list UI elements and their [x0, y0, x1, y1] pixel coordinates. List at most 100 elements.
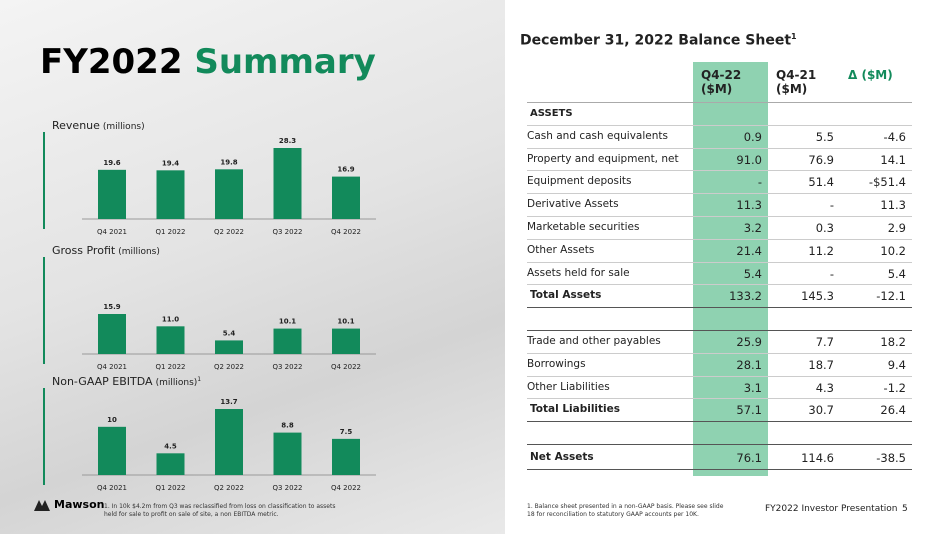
row-line: [527, 261, 912, 263]
bar: [156, 170, 185, 219]
data-label: 8.8: [281, 422, 294, 430]
cell-value: -$51.4: [868, 175, 906, 190]
footnote-left: 1. In 10k $4.2m from Q3 was reclassified…: [104, 503, 336, 518]
bar: [273, 148, 302, 219]
row-line: [527, 468, 912, 470]
data-label: 15.9: [103, 303, 120, 311]
cell-value: 11.3: [880, 198, 906, 213]
cell-value: 5.4: [887, 266, 906, 281]
data-label: 4.5: [164, 442, 177, 450]
cell-value: 76.1: [736, 451, 762, 465]
logo-icon: [34, 500, 50, 511]
row-label: Equipment deposits: [527, 175, 632, 188]
row-line: [527, 124, 912, 126]
row-line: [527, 216, 912, 217]
bar: [215, 409, 243, 475]
header-line: [527, 102, 912, 103]
data-label: 11.0: [162, 315, 179, 323]
bar: [156, 326, 185, 354]
chart-title: Non-GAAP EBITDA (millions)1: [52, 375, 201, 388]
title-text: Non-GAAP EBITDA: [52, 375, 153, 388]
cell-value: 0.3: [815, 221, 834, 235]
title-text: Gross Profit: [52, 244, 116, 257]
bar: [273, 328, 302, 354]
row-line: [527, 307, 912, 309]
x-tick-label: Q2 2022: [214, 484, 244, 492]
data-label: 19.6: [103, 159, 120, 167]
data-label: 10.1: [279, 318, 296, 326]
cell-value: 10.2: [880, 243, 906, 258]
unit-text: (millions): [118, 247, 160, 257]
column-header: Δ ($M): [848, 68, 893, 82]
section-heading: ASSETS: [530, 108, 573, 119]
x-tick-label: Q3 2022: [272, 363, 302, 371]
column-header: Q4-21 ($M): [776, 68, 817, 96]
row-line: [527, 284, 912, 286]
cell-value: 26.4: [880, 403, 906, 418]
cell-value: 2.9: [887, 221, 906, 235]
cell-value: 18.2: [880, 335, 906, 349]
cell-value: 0.9: [743, 129, 762, 144]
row-line: [527, 352, 912, 354]
cell-value: 133.2: [729, 289, 762, 304]
row-line: [527, 398, 912, 400]
cell-value: 30.7: [808, 403, 834, 418]
data-label: 7.5: [340, 428, 353, 436]
cell-value: -: [829, 198, 834, 213]
row-line: [527, 147, 912, 149]
data-label: 10.1: [337, 318, 354, 326]
row-line: [527, 170, 912, 172]
row-label: Borrowings: [527, 357, 586, 370]
title-text: Revenue: [52, 119, 100, 132]
cell-value: 57.1: [736, 403, 762, 418]
bar: [98, 169, 126, 219]
x-tick-label: Q4 2021: [97, 363, 127, 371]
data-label: 19.8: [220, 158, 237, 166]
x-tick-label: Q3 2022: [272, 228, 302, 236]
row-label: Derivative Assets: [527, 198, 619, 211]
data-label: 10: [107, 416, 117, 424]
cell-value: 25.9: [736, 335, 762, 349]
cell-value: 3.1: [743, 380, 762, 395]
cell-value: 11.3: [736, 198, 762, 213]
bar: [215, 169, 243, 219]
cell-value: 5.4: [743, 266, 762, 281]
bar: [98, 426, 126, 475]
cell-value: 18.7: [808, 357, 834, 372]
unit-text: (millions): [103, 122, 145, 132]
bar: [273, 432, 302, 475]
row-line: [527, 330, 912, 331]
row-line: [527, 444, 912, 445]
row-label: Total Assets: [530, 289, 602, 302]
row-label: Total Liabilities: [530, 403, 621, 416]
cell-value: 14.1: [880, 152, 906, 167]
page-number: 5: [902, 504, 908, 514]
cell-value: 3.2: [743, 221, 762, 235]
bar: [332, 438, 360, 475]
background-photo: [0, 0, 505, 534]
x-tick-label: Q4 2021: [97, 228, 127, 236]
table-heading: December 31, 2022 Balance Sheet1: [520, 32, 797, 49]
footnote-right: 1. Balance sheet presented in a non-GAAP…: [527, 503, 724, 518]
cell-value: 76.9: [808, 152, 834, 167]
row-label: Net Assets: [530, 451, 594, 463]
cell-value: -: [757, 175, 762, 190]
data-label: 13.7: [220, 398, 237, 406]
row-line: [527, 238, 912, 240]
cell-value: -: [829, 266, 834, 281]
x-tick-label: Q4 2021: [97, 484, 127, 492]
x-tick-label: Q2 2022: [214, 228, 244, 236]
row-label: Assets held for sale: [527, 266, 630, 279]
x-tick-label: Q1 2022: [155, 363, 185, 371]
cell-value: 51.4: [808, 175, 834, 190]
bar: [332, 328, 360, 354]
cell-value: -4.6: [883, 129, 906, 144]
x-tick-label: Q2 2022: [214, 363, 244, 371]
x-tick-label: Q4 2022: [331, 363, 361, 371]
row-line: [527, 193, 912, 195]
row-label: Trade and other payables: [527, 335, 661, 347]
cell-value: 91.0: [736, 152, 762, 167]
x-tick-label: Q4 2022: [331, 228, 361, 236]
